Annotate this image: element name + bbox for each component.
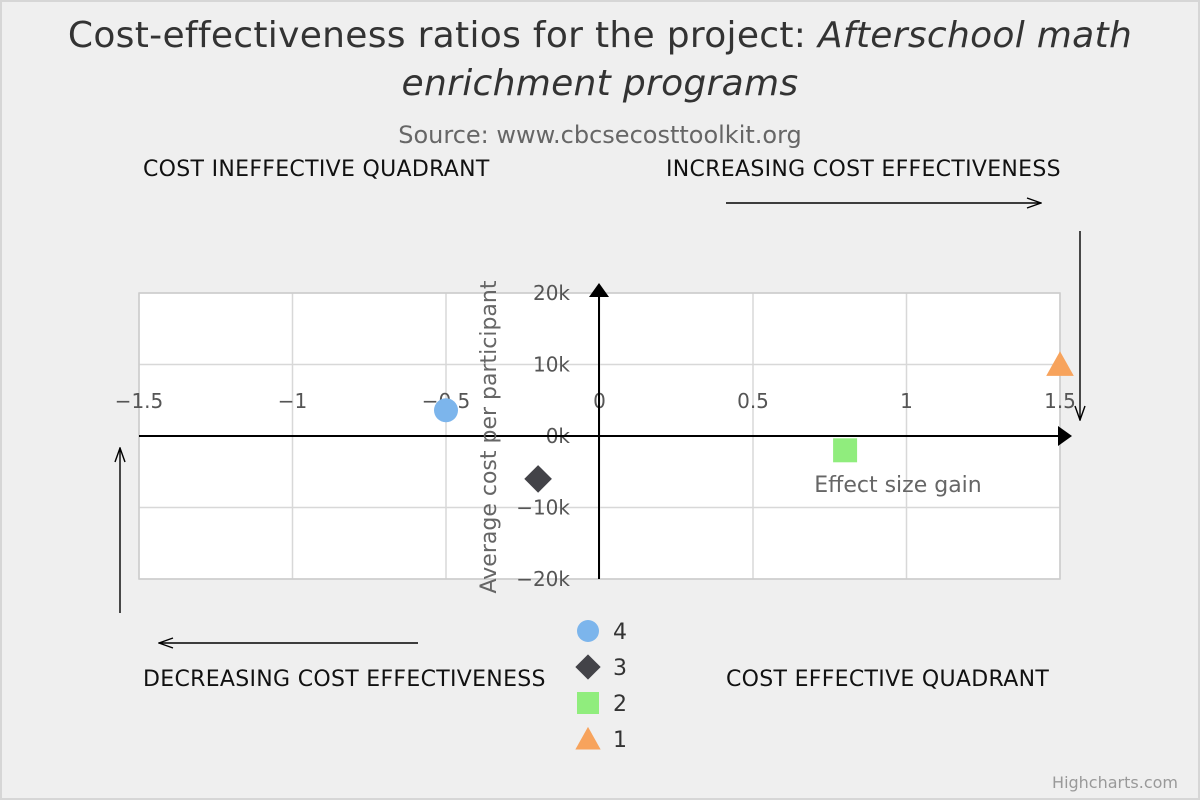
legend-label-4[interactable]: 4 bbox=[613, 620, 627, 645]
legend-label-1[interactable]: 1 bbox=[613, 728, 627, 753]
legend-marker-4[interactable] bbox=[577, 620, 599, 642]
chart-title: Cost-effectiveness ratios for the projec… bbox=[0, 12, 1200, 108]
legend-label-3[interactable]: 3 bbox=[613, 656, 627, 681]
quadrant-label-top-left: COST INEFFECTIVE QUADRANT bbox=[143, 157, 490, 182]
y-tick-label: −20k bbox=[516, 567, 570, 591]
x-axis-arrowhead bbox=[1058, 426, 1072, 446]
quadrant-label-top-right: INCREASING COST EFFECTIVENESS bbox=[666, 157, 1061, 182]
data-points bbox=[434, 351, 1074, 493]
y-axis-title: Average cost per participant bbox=[477, 280, 502, 593]
legend-marker-3[interactable] bbox=[575, 654, 601, 680]
credits-link[interactable]: Highcharts.com bbox=[1052, 773, 1178, 792]
y-tick-label: 10k bbox=[533, 353, 570, 377]
legend-label-2[interactable]: 2 bbox=[613, 692, 627, 717]
y-axis-arrowhead bbox=[589, 283, 609, 297]
quadrant-label-bottom-right: COST EFFECTIVE QUADRANT bbox=[726, 667, 1050, 692]
x-tick-label: −1 bbox=[278, 389, 307, 413]
y-tick-label: −10k bbox=[516, 496, 570, 520]
x-tick-label: 1.5 bbox=[1044, 389, 1076, 413]
chart-title-project: Afterschool math enrichment programs bbox=[401, 15, 1133, 104]
chart-title-prefix: Cost-effectiveness ratios for the projec… bbox=[67, 15, 818, 56]
legend: 4 3 2 1 bbox=[575, 620, 627, 753]
data-point-series-4[interactable] bbox=[434, 398, 458, 423]
x-tick-label: 1 bbox=[900, 389, 913, 413]
data-point-series-3[interactable] bbox=[524, 465, 552, 493]
data-point-series-2[interactable] bbox=[833, 438, 858, 463]
x-axis-title: Effect size gain bbox=[814, 473, 981, 498]
data-point-series-1[interactable] bbox=[1046, 351, 1074, 376]
quadrant-label-bottom-left: DECREASING COST EFFECTIVENESS bbox=[143, 667, 546, 692]
legend-marker-1[interactable] bbox=[575, 726, 601, 750]
y-tick-label: 20k bbox=[533, 281, 570, 305]
x-tick-label: −1.5 bbox=[115, 389, 164, 413]
x-tick-label: 0.5 bbox=[737, 389, 769, 413]
legend-marker-2[interactable] bbox=[577, 692, 599, 714]
chart-subtitle: Source: www.cbcsecosttoolkit.org bbox=[398, 121, 802, 149]
